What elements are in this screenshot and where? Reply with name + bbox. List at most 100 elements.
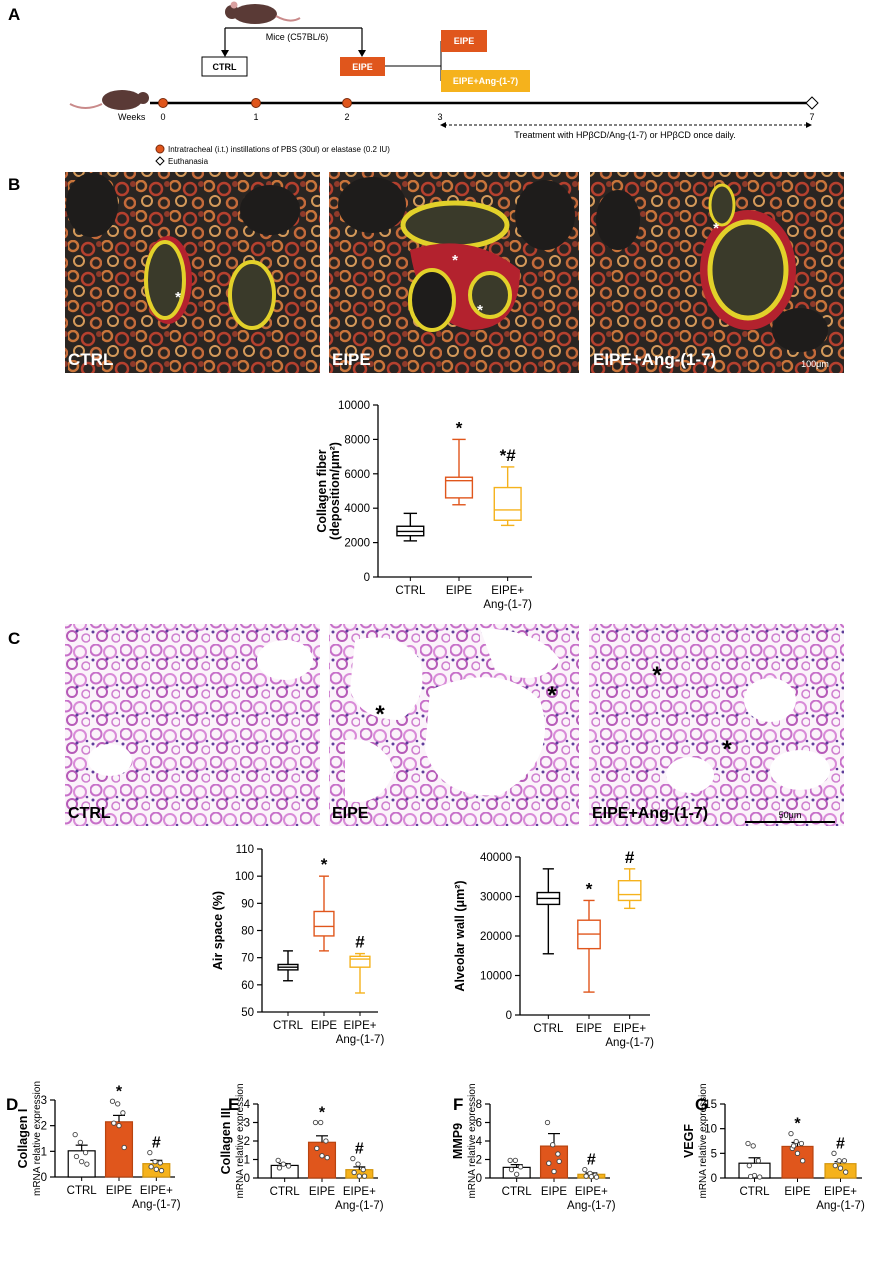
data-point bbox=[750, 1143, 756, 1149]
text-line: Ang-(1-7) bbox=[567, 1200, 616, 1212]
x-tick-label: EIPE+ Ang-(1-7) bbox=[816, 1186, 865, 1212]
bar bbox=[104, 1121, 134, 1178]
image-marker: * bbox=[722, 736, 732, 763]
scale-bar-label: 50μm bbox=[779, 810, 802, 820]
data-point bbox=[319, 1153, 325, 1159]
significance: # bbox=[152, 1135, 161, 1152]
strain-label: Mice (C57BL/6) bbox=[266, 32, 329, 42]
y-tick-label: 6000 bbox=[344, 469, 370, 481]
data-point bbox=[84, 1161, 90, 1167]
data-point bbox=[72, 1132, 78, 1138]
significance: # bbox=[836, 1135, 845, 1152]
y-tick-label: 4 bbox=[244, 1099, 251, 1111]
y-tick-label: 50 bbox=[241, 1007, 254, 1019]
data-point bbox=[314, 1145, 320, 1152]
micrograph bbox=[65, 172, 320, 373]
image-label: CTRL bbox=[68, 350, 113, 369]
group-label: EIPE bbox=[454, 36, 475, 46]
text-line: EIPE+ bbox=[140, 1185, 173, 1197]
y-tick-label: 8000 bbox=[344, 434, 370, 446]
box bbox=[493, 486, 522, 521]
y-tick-label: 70 bbox=[241, 953, 254, 965]
mouse-icon bbox=[69, 90, 149, 110]
text-line: EIPE+ bbox=[491, 585, 524, 597]
data-point bbox=[583, 1173, 589, 1179]
week-label: 7 bbox=[809, 112, 814, 122]
data-point bbox=[77, 1139, 84, 1146]
data-point bbox=[831, 1150, 837, 1156]
bar bbox=[270, 1164, 299, 1179]
image-marker: * bbox=[452, 252, 458, 269]
legend-label: Euthanasia bbox=[168, 157, 209, 166]
data-point bbox=[757, 1174, 763, 1180]
image-marker: * bbox=[375, 701, 385, 728]
x-tick-label: EIPE+ Ang-(1-7) bbox=[336, 1020, 385, 1046]
data-point bbox=[323, 1138, 329, 1144]
data-point bbox=[800, 1158, 806, 1164]
significance: * bbox=[456, 418, 463, 437]
instillation-marker bbox=[342, 98, 352, 108]
significance: * bbox=[321, 855, 328, 874]
data-point bbox=[153, 1166, 159, 1172]
data-point bbox=[152, 1158, 158, 1165]
data-point bbox=[790, 1143, 797, 1149]
text-line: Ang-(1-7) bbox=[335, 1200, 384, 1212]
y-tick-label: 2 bbox=[476, 1155, 482, 1167]
micrograph bbox=[589, 624, 844, 826]
data-point bbox=[79, 1158, 85, 1165]
data-point bbox=[111, 1120, 117, 1126]
y-tick-label: 0 bbox=[244, 1173, 250, 1185]
data-point bbox=[798, 1140, 805, 1147]
data-point bbox=[832, 1163, 838, 1169]
bar-chart: 0 2 4 6 8 MMP9 mRNA relative expression CTRL EIP… bbox=[451, 1083, 616, 1211]
significance: * bbox=[116, 1083, 123, 1100]
week-label: 2 bbox=[344, 112, 349, 122]
data-point bbox=[355, 1161, 361, 1167]
data-point bbox=[121, 1144, 127, 1151]
y-tick-label: 100 bbox=[235, 871, 254, 883]
y-axis-label: VEGF bbox=[682, 1124, 696, 1158]
week-label: 0 bbox=[160, 112, 165, 122]
data-point bbox=[109, 1098, 116, 1104]
data-point bbox=[555, 1151, 561, 1157]
panel-label: F bbox=[453, 1095, 463, 1114]
data-point bbox=[556, 1158, 562, 1165]
image-marker: * bbox=[175, 289, 181, 306]
text-line: Ang-(1-7) bbox=[132, 1199, 181, 1211]
data-point bbox=[507, 1157, 513, 1164]
y-axis-label: mRNA relative expression bbox=[235, 1083, 246, 1198]
image-label: CTRL bbox=[68, 805, 111, 822]
y-tick-label: 80 bbox=[241, 926, 254, 938]
image-label: EIPE bbox=[332, 350, 371, 369]
y-tick-label: 0 bbox=[364, 572, 370, 584]
significance: # bbox=[587, 1152, 596, 1169]
y-tick-label: 1 bbox=[244, 1155, 250, 1167]
panel-label: C bbox=[8, 629, 20, 648]
y-tick-label: 110 bbox=[236, 844, 254, 856]
y-tick-label: 4 bbox=[476, 1136, 483, 1148]
data-point bbox=[350, 1155, 356, 1162]
x-tick-label: EIPE+ Ang-(1-7) bbox=[567, 1186, 616, 1212]
y-axis-label: Collagen I bbox=[16, 1109, 30, 1169]
text-line: Ang-(1-7) bbox=[605, 1037, 654, 1049]
x-tick-label: CTRL bbox=[739, 1186, 770, 1198]
text-line: EIPE+ bbox=[575, 1186, 608, 1198]
x-tick-label: EIPE bbox=[311, 1020, 338, 1032]
box bbox=[617, 880, 642, 902]
y-tick-label: 40000 bbox=[480, 852, 512, 864]
x-tick-label: EIPE+ Ang-(1-7) bbox=[605, 1023, 654, 1049]
text-line: EIPE+ bbox=[344, 1020, 377, 1032]
bar-chart: 0 5 10 15 VEGF mRNA relative expression CTRL EI… bbox=[682, 1083, 865, 1211]
box bbox=[349, 955, 371, 968]
x-tick-label: EIPE bbox=[309, 1186, 336, 1198]
significance: *# bbox=[500, 446, 517, 465]
data-point bbox=[794, 1150, 801, 1156]
y-tick-label: 10000 bbox=[480, 971, 512, 983]
data-point bbox=[593, 1174, 600, 1180]
y-tick-label: 1 bbox=[41, 1146, 47, 1158]
instillation-marker bbox=[251, 98, 261, 108]
y-tick-label: 8 bbox=[476, 1099, 482, 1111]
data-point bbox=[276, 1165, 283, 1171]
